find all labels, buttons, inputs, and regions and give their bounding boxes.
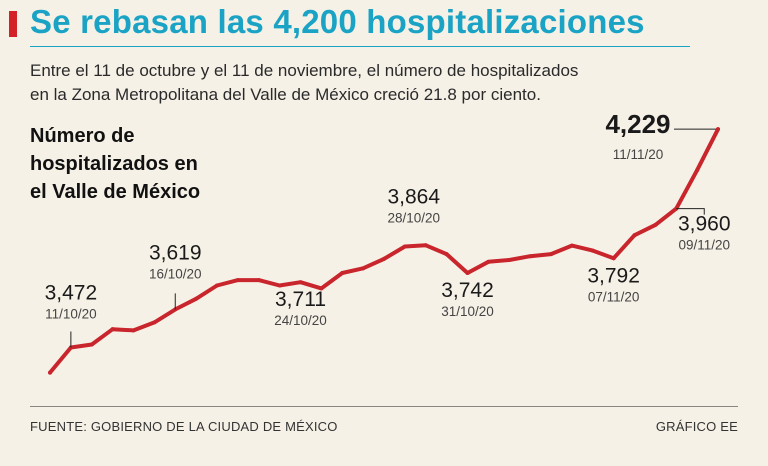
subtitle-line-2: en la Zona Metropolitana del Valle de Mé… [30,85,541,104]
data-label-date: 16/10/20 [149,266,202,281]
data-label-date: 11/11/20 [613,147,664,162]
data-label-date: 11/10/20 [45,307,97,322]
data-point [298,280,303,285]
source-note: FUENTE: GOBIERNO DE LA CIUDAD DE MÉXICO [30,419,338,434]
data-point [569,243,574,248]
label-leader [676,208,705,215]
data-point [507,258,512,263]
data-point [48,370,52,375]
data-point [590,248,595,253]
data-point [465,271,470,276]
chart-title-line-1: Número de [30,125,135,147]
data-label-date: 24/10/20 [274,313,327,328]
data-label: 3,960 09/11/20 [676,208,731,253]
data-label: 4,229 11/11/20 [605,109,716,162]
data-label: 3,711 24/10/20 [274,288,327,328]
data-point [653,222,658,227]
data-point [194,296,199,301]
data-point [611,256,616,261]
footer-divider [30,406,738,407]
page-title: Se rebasan las 4,200 hospitalizaciones [30,3,645,40]
data-point [382,256,386,261]
data-label-value: 3,619 [149,241,202,264]
data-label: 3,619 16/10/20 [149,241,202,310]
data-point [402,244,407,249]
data-point [277,283,282,288]
subtitle: Entre el 11 de octubre y el 11 de noviem… [30,59,730,107]
chart-title-line-2: hospitalizados en [30,153,198,175]
data-label-date: 09/11/20 [678,238,730,253]
data-point [319,286,324,291]
data-label: 3,792 07/11/20 [587,264,640,304]
data-point [486,259,491,264]
data-point [235,278,240,283]
data-point [110,327,115,332]
data-point [340,271,345,276]
data-point [528,254,533,259]
data-point [423,243,428,248]
data-point [131,328,136,333]
chart-title: Número de hospitalizados en el Valle de … [30,122,200,206]
data-label-date: 31/10/20 [441,304,494,319]
data-point [361,266,366,271]
data-point [152,320,157,325]
data-point [716,127,720,132]
data-point [444,252,449,257]
title-divider [30,46,690,47]
data-point [256,278,261,283]
data-label: 3,472 11/10/20 [45,282,98,348]
data-label-value: 3,472 [45,282,98,305]
chart-title-line-3: el Valle de México [30,181,201,203]
data-point [215,283,219,288]
data-label: 3,864 28/10/20 [387,185,440,225]
data-label-date: 07/11/20 [588,289,640,304]
accent-bar [9,11,17,37]
data-label-date: 28/10/20 [387,210,440,225]
subtitle-line-1: Entre el 11 de octubre y el 11 de noviem… [30,61,579,80]
data-point [89,342,94,347]
data-label-value: 3,711 [275,288,326,311]
data-label-value: 3,960 [678,213,731,236]
data-label-value: 4,229 [605,109,670,139]
data-point [695,168,700,173]
data-label-value: 3,792 [587,264,640,287]
data-label: 3,742 31/10/20 [441,279,494,319]
data-label-value: 3,742 [441,279,494,302]
data-point [549,252,553,257]
credit-note: GRÁFICO EE [655,419,738,434]
data-label-value: 3,864 [387,185,440,208]
data-point [632,233,637,238]
